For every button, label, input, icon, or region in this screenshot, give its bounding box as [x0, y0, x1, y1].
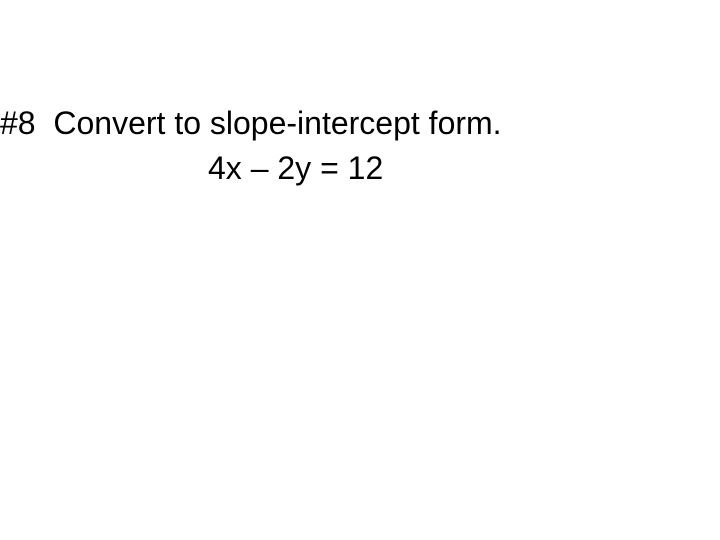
problem-equation: 4x – 2y = 12	[0, 150, 720, 187]
problem-block: #8 Convert to slope-intercept form. 4x –…	[0, 105, 720, 187]
spacer	[36, 105, 54, 141]
problem-number: #8	[0, 105, 36, 141]
problem-instruction: Convert to slope-intercept form.	[53, 105, 501, 141]
problem-line-1: #8 Convert to slope-intercept form.	[0, 105, 720, 142]
